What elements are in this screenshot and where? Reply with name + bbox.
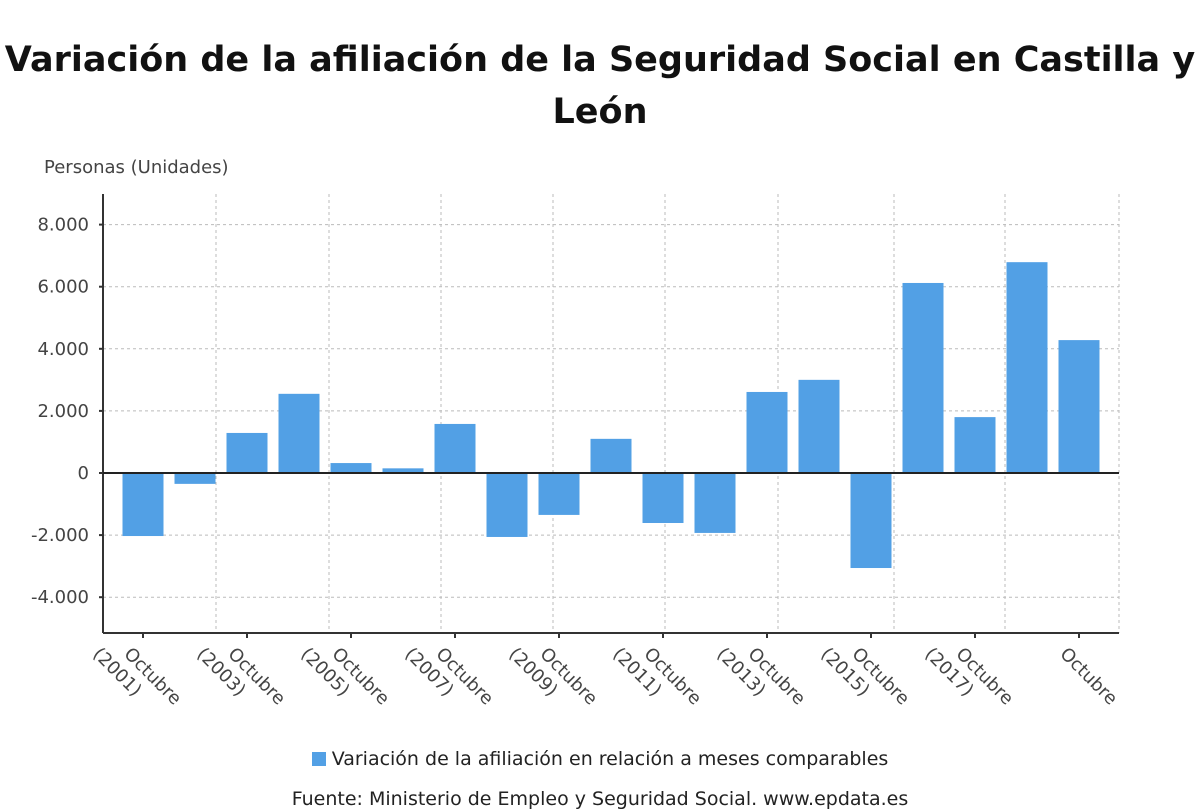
bar	[486, 473, 528, 537]
bar	[590, 438, 632, 473]
bar	[226, 432, 268, 473]
y-axis-unit-label: Personas (Unidades)	[44, 157, 229, 178]
y-tick-label: -4.000	[31, 587, 89, 608]
y-tick-label: 8.000	[37, 215, 89, 236]
bar	[798, 379, 840, 473]
bar	[746, 391, 788, 473]
x-tick-label: Octubre(2003)	[192, 644, 289, 710]
legend-swatch	[311, 752, 326, 766]
bar	[694, 473, 736, 533]
bar	[538, 473, 580, 515]
x-tick-label: Octubre(2017)	[920, 644, 1017, 710]
x-tick-label: Octubre(2013)	[712, 644, 809, 710]
bar	[902, 282, 944, 473]
bar	[434, 423, 476, 473]
x-tick-label: Octubre	[1056, 644, 1122, 710]
bar	[1058, 340, 1100, 473]
bar	[278, 393, 320, 473]
bar	[330, 463, 372, 473]
x-tick-label: Octubre(2015)	[816, 644, 913, 710]
bar	[642, 473, 684, 523]
source-note: Fuente: Ministerio de Empleo y Seguridad…	[291, 788, 909, 810]
y-tick-label: -2.000	[31, 525, 89, 546]
legend-label: Variación de la afiliación en relación a…	[331, 748, 889, 770]
x-tick-label: Octubre(2011)	[608, 644, 705, 710]
x-tick-label: Octubre(2001)	[88, 644, 185, 710]
y-tick-label: 6.000	[37, 277, 89, 298]
y-tick-label: 4.000	[37, 339, 89, 360]
legend: Variación de la afiliación en relación a…	[0, 748, 1200, 770]
y-tick-label: 0	[78, 463, 89, 484]
bar	[174, 473, 216, 484]
bar	[850, 473, 892, 569]
y-tick-label: 2.000	[37, 401, 89, 422]
bar	[122, 473, 164, 537]
x-tick-label: Octubre(2007)	[400, 644, 497, 710]
bar	[954, 417, 996, 473]
bar	[1006, 262, 1048, 473]
bar	[382, 468, 424, 473]
chart-title: Variación de la afiliación de la Segurid…	[4, 40, 1196, 132]
x-tick-label: Octubre(2009)	[504, 644, 601, 710]
x-tick-label: Octubre(2005)	[296, 644, 393, 710]
x-tick-label-line1: Octubre	[1056, 644, 1122, 710]
